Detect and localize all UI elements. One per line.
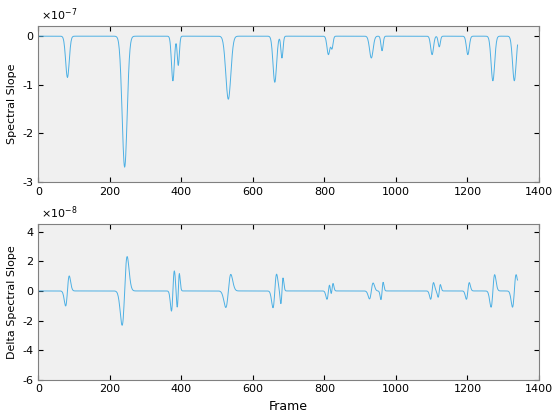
- Y-axis label: Spectral Slope: Spectral Slope: [7, 64, 17, 144]
- X-axis label: Frame: Frame: [269, 400, 308, 413]
- Text: $\times10^{-8}$: $\times10^{-8}$: [41, 205, 77, 221]
- Y-axis label: Delta Spectral Slope: Delta Spectral Slope: [7, 245, 17, 359]
- Text: $\times10^{-7}$: $\times10^{-7}$: [41, 7, 77, 24]
